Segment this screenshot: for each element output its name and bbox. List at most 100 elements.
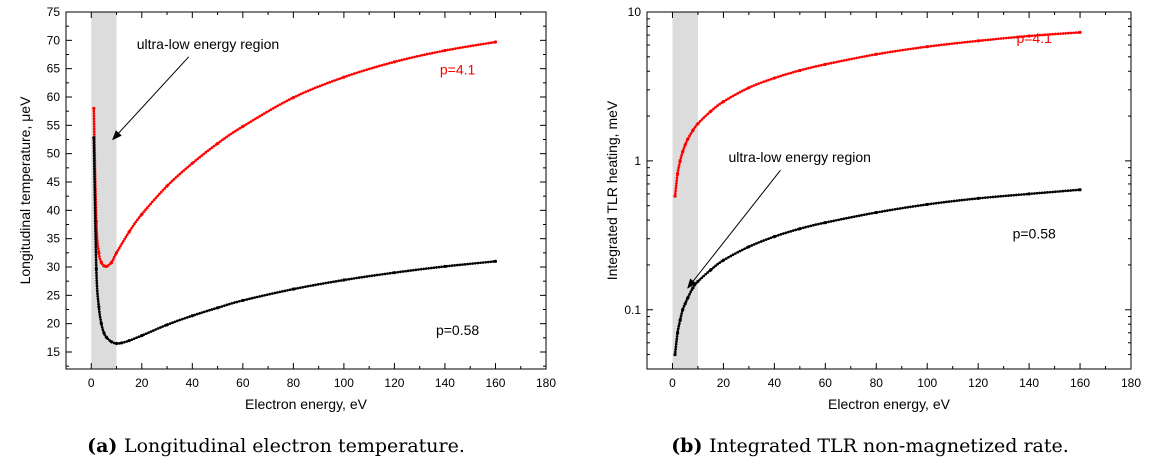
series-marker [147,204,151,208]
series-marker [203,310,206,314]
series-marker [94,235,97,238]
series-marker [185,316,189,319]
series-marker [401,270,405,273]
series-marker [850,215,853,219]
series-marker [809,224,813,228]
data-point [976,39,980,43]
series-marker [904,48,907,52]
series-marker [93,209,97,212]
series-marker [123,340,126,344]
series-marker [677,324,681,328]
series-marker [471,262,475,265]
data-point [1078,188,1082,192]
x-tick-label: 60 [236,376,250,390]
series-marker [330,80,334,83]
series-marker [93,196,97,199]
series-marker [479,261,482,265]
series-marker [942,43,946,46]
series-marker [173,320,177,324]
series-marker [92,167,96,171]
series-marker [350,277,353,281]
series-marker [368,274,371,278]
series-marker [95,282,99,285]
series-marker [675,176,679,180]
series-marker [318,84,322,88]
y-tick-label: 40 [47,203,61,217]
series-marker [314,283,317,287]
series-marker [942,200,946,204]
series-marker [94,224,97,228]
series-marker [1046,33,1049,36]
series-marker [989,38,992,41]
series-marker [92,109,96,113]
data-point [696,279,700,284]
series-marker [372,66,376,69]
series-marker [92,146,96,150]
series-marker [96,292,99,296]
data-point [392,271,397,275]
series-marker [991,37,995,41]
series-marker [202,152,206,156]
series-marker [135,336,138,340]
series-marker [1043,33,1047,37]
series-marker [93,214,97,218]
series-marker [156,194,160,198]
series-marker [345,278,348,281]
series-marker [674,348,677,351]
series-marker [1048,190,1052,194]
series-marker [860,55,864,59]
series-marker [981,196,984,200]
y-tick-label: 25 [47,288,61,302]
data-point [686,296,690,300]
x-tick-label: 160 [1070,376,1090,390]
series-marker [327,281,330,284]
series-marker [971,40,974,43]
series-marker [736,250,740,254]
series-marker [698,278,702,281]
series-marker [132,337,136,341]
data-point [119,341,124,345]
series-marker [704,114,708,118]
data-point [675,331,680,335]
series-marker [93,191,97,194]
series-marker [151,329,155,332]
series-marker [680,153,684,157]
series-marker [958,199,961,202]
series-marker [451,47,454,51]
series-marker [955,41,959,45]
series-marker [321,83,324,87]
series-marker [326,81,329,85]
series-marker [471,44,475,47]
x-tick-label: 0 [669,376,676,390]
series-marker [986,38,990,42]
series-marker [352,277,356,280]
series-marker [92,127,96,131]
series-label: p=4.1 [1016,30,1052,46]
series-marker [1066,189,1070,193]
series-marker [759,240,763,243]
data-point [673,352,677,357]
panel-a: p=4.1 p=0.58 0 20 40 60 80 100 120 140 160 180 15 20 2… [17,5,556,457]
series-marker [777,233,780,237]
data-point [392,60,397,64]
series-marker [360,69,364,73]
series-marker [704,272,707,276]
series-marker [734,252,737,255]
series-marker [267,109,271,113]
series-marker [130,226,133,230]
series-marker [99,318,102,321]
y-tick-label: 75 [47,5,61,19]
data-point [1027,34,1031,38]
series-marker [333,79,337,82]
series-marker [1017,193,1021,197]
series-marker [896,49,900,53]
data-point [681,150,685,154]
series-marker [819,63,823,67]
series-marker [367,67,371,71]
data-point [493,40,498,44]
series-marker [375,65,379,69]
series-marker [1017,35,1021,39]
series-marker [95,274,98,277]
data-point [92,136,96,140]
series-marker [448,264,451,268]
